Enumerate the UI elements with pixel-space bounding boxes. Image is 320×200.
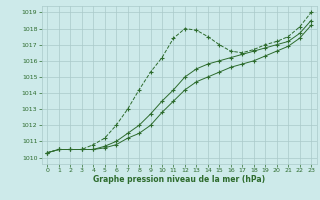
X-axis label: Graphe pression niveau de la mer (hPa): Graphe pression niveau de la mer (hPa) [93, 175, 265, 184]
